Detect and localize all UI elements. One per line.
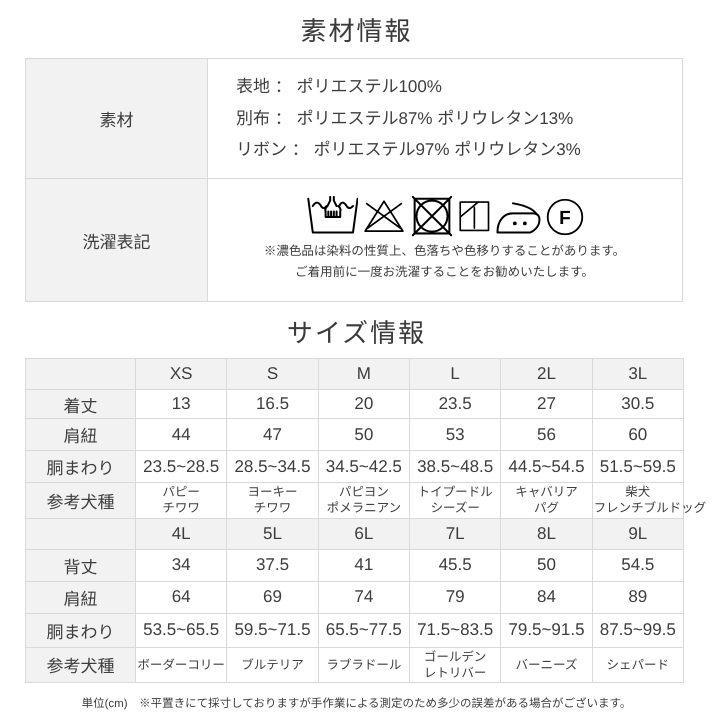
svg-text:F: F: [559, 207, 571, 229]
